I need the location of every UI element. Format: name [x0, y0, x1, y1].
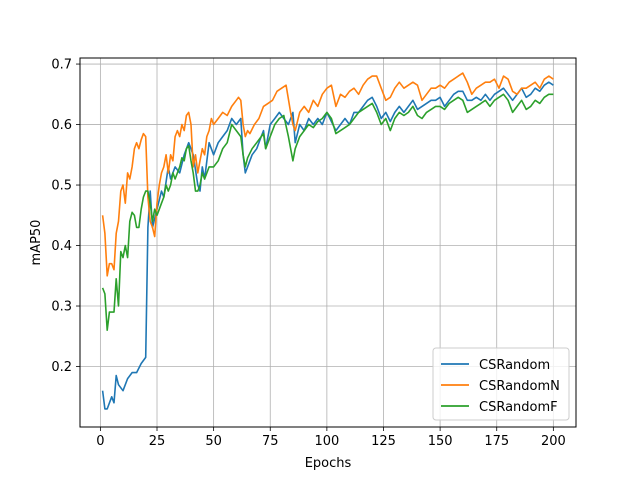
series-group: [101, 72, 554, 410]
y-tick-label: 0.2: [51, 360, 72, 375]
grid: [80, 58, 576, 427]
legend: CSRandom CSRandomN CSRandomF: [432, 347, 570, 421]
x-tick-label: 100: [314, 434, 339, 449]
plot-frame: [79, 57, 577, 428]
x-tick-label: 175: [484, 434, 509, 449]
x-tick-label: 125: [371, 434, 396, 449]
y-tick-label: 0.5: [51, 179, 72, 194]
x-axis-label: Epochs: [305, 456, 352, 471]
x-tick-label: 0: [96, 434, 104, 449]
y-tick-label: 0.4: [51, 239, 72, 254]
x-tick-label: 50: [205, 434, 222, 449]
legend-label: CSRandom: [479, 358, 550, 373]
x-tick-label: 25: [149, 434, 166, 449]
series-line-csrandomf: [101, 93, 554, 331]
x-tick-label: 75: [262, 434, 279, 449]
x-tick-label: 150: [428, 434, 453, 449]
legend-label: CSRandomF: [479, 400, 558, 415]
y-tick-label: 0.3: [51, 300, 72, 315]
y-axis-label: mAP50: [29, 220, 44, 266]
y-tick-label: 0.6: [51, 118, 72, 133]
y-tick-label: 0.7: [51, 58, 72, 73]
ticks: 0 25 50 75 100 125 150 175 200 0.2 0.3 0.4 0.5 0.6 0.7: [51, 58, 565, 449]
x-tick-label: 200: [541, 434, 566, 449]
legend-label: CSRandomN: [479, 379, 560, 394]
legend-box: [432, 347, 570, 421]
series-line-csrandomn: [101, 72, 554, 277]
